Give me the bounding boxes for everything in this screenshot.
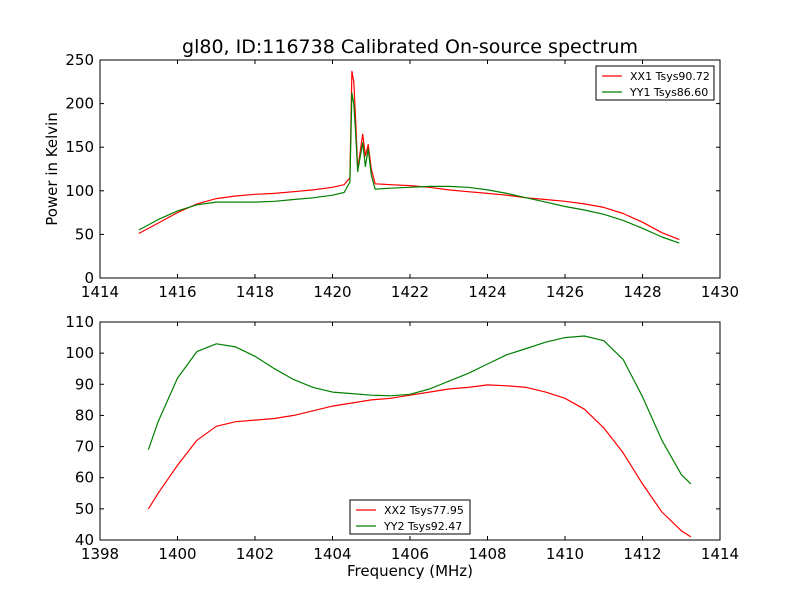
bottom-y-tick-label: 50 <box>75 500 94 518</box>
bottom-legend-entry: XX2 Tsys77.95 <box>384 504 464 517</box>
bottom-x-axis-label: Frequency (MHz) <box>347 562 473 580</box>
bottom-plot-area: 1398 1400 1402 1404 1406 1408 1410 1412 1414 40 50… <box>65 313 739 563</box>
top-legend-entry: XX1 Tsys90.72 <box>630 70 710 83</box>
top-x-tick-label: 1428 <box>623 283 661 301</box>
top-x-tick-label: 1430 <box>701 283 739 301</box>
bottom-x-tick-label: 1406 <box>391 545 429 563</box>
bottom-x-tick-label: 1414 <box>701 545 739 563</box>
top-y-tick-label: 0 <box>84 269 94 287</box>
bottom-x-tick-label: 1400 <box>158 545 196 563</box>
bottom-y-tick-label: 60 <box>75 469 94 487</box>
chart-title: gl80, ID:116738 Calibrated On-source spe… <box>182 36 638 58</box>
bottom-y-tick-label: 110 <box>65 313 94 331</box>
top-y-tick-label: 100 <box>65 182 94 200</box>
bottom-legend-box <box>349 499 471 535</box>
bottom-y-tick-label: 70 <box>75 438 94 456</box>
top-x-tick-label: 1426 <box>546 283 584 301</box>
bottom-x-tick-label: 1398 <box>81 545 119 563</box>
bottom-x-tick-label: 1412 <box>623 545 661 563</box>
bottom-legend-entry: YY2 Tsys92.47 <box>383 520 462 533</box>
bottom-x-tick-label: 1404 <box>313 545 351 563</box>
bottom-y-tick-label: 80 <box>75 406 94 424</box>
top-x-tick-label: 1416 <box>158 283 196 301</box>
top-plot-area: 1414 1416 1418 1420 1422 1424 1426 1428 1430 0 50 1… <box>65 51 739 301</box>
bottom-series-green-line <box>147 335 692 485</box>
top-x-tick-label: 1424 <box>468 283 506 301</box>
bottom-x-tick-label: 1402 <box>236 545 274 563</box>
bottom-y-tick-label: 40 <box>75 531 94 549</box>
bottom-y-tick-label: 100 <box>65 344 94 362</box>
top-y-tick-label: 50 <box>75 225 94 243</box>
top-y-tick-label: 200 <box>65 95 94 113</box>
top-x-tick-label: 1418 <box>236 283 274 301</box>
bottom-y-tick-label: 90 <box>75 375 94 393</box>
top-x-tick-label: 1420 <box>313 283 351 301</box>
top-series-red-line <box>138 70 680 241</box>
top-y-tick-label: 150 <box>65 138 94 156</box>
top-legend-box <box>595 65 715 101</box>
bottom-series-red-line <box>147 384 692 538</box>
bottom-legend: XX2 Tsys77.95 YY2 Tsys92.47 <box>349 499 471 535</box>
top-y-axis-label: Power in Kelvin <box>43 112 61 226</box>
top-y-tick-label: 250 <box>65 51 94 69</box>
top-x-tick-label: 1414 <box>81 283 119 301</box>
bottom-x-tick-label: 1410 <box>546 545 584 563</box>
top-series-green-line <box>138 92 680 244</box>
top-legend: XX1 Tsys90.72 YY1 Tsys86.60 <box>595 65 715 101</box>
bottom-x-tick-label: 1408 <box>468 545 506 563</box>
top-x-tick-label: 1422 <box>391 283 429 301</box>
top-legend-entry: YY1 Tsys86.60 <box>629 86 708 99</box>
